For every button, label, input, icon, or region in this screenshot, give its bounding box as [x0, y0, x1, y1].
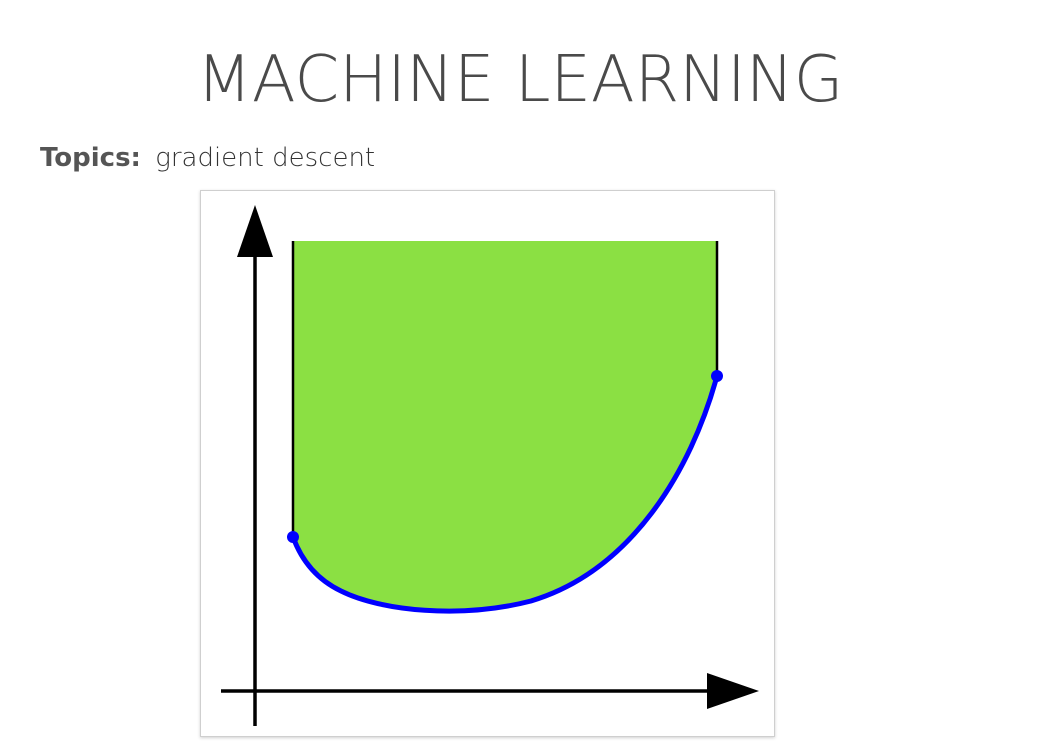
feasible-region	[293, 241, 717, 612]
slide-title: MACHINE LEARNING	[196, 43, 844, 117]
topics-line: Topics: gradient descent	[40, 140, 375, 176]
y-axis-arrowhead	[237, 205, 273, 257]
loss-curve	[290, 375, 720, 614]
curve-right-endpoint	[711, 370, 723, 382]
convex-region-diagram	[221, 205, 759, 726]
x-axis-arrowhead	[707, 673, 759, 709]
topics-label: Topics:	[40, 143, 141, 173]
curve-left-endpoint	[287, 531, 299, 543]
topics-value: gradient descent	[155, 143, 376, 173]
figure-frame	[200, 190, 775, 737]
